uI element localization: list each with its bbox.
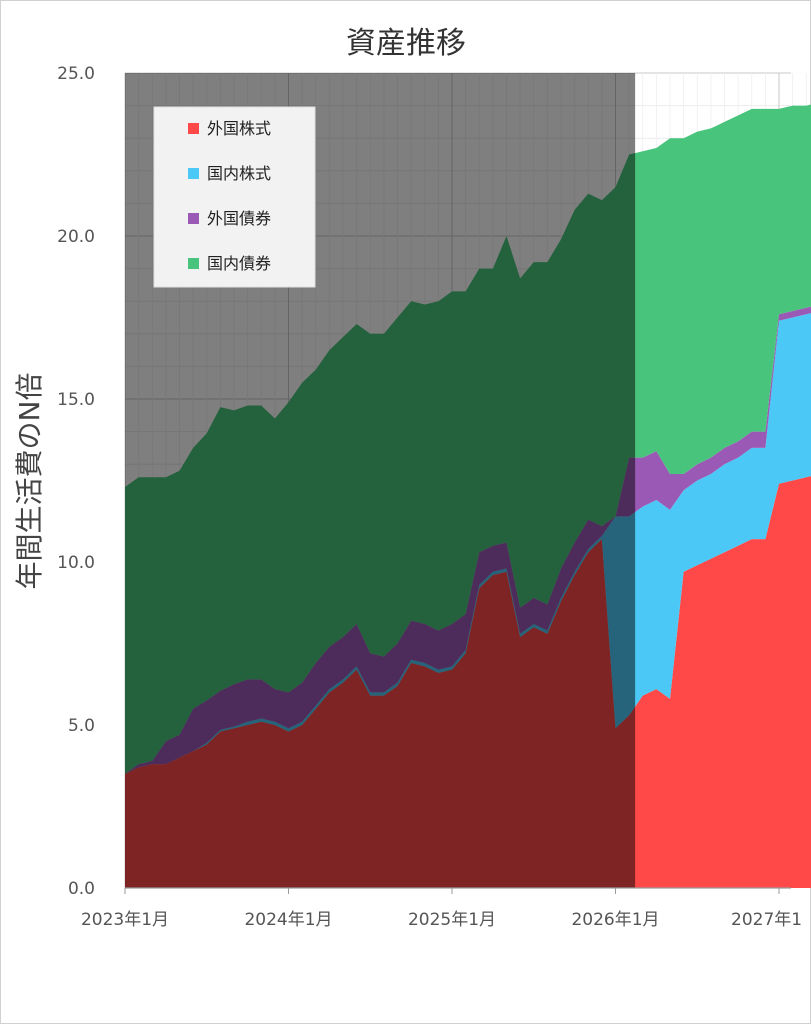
legend-label: 国内債券 [207, 254, 271, 273]
x-tick-labels: 2023年1月 2024年1月 2025年1月 2026年1月 2027年1 [81, 910, 802, 930]
y-tick-label: 25.0 [57, 64, 95, 84]
x-tick-label: 2026年1月 [571, 910, 659, 930]
x-tick-label: 2023年1月 [81, 910, 169, 930]
y-axis-label: 年間生活費のN倍 [13, 373, 46, 590]
x-tick-label: 2024年1月 [244, 910, 332, 930]
legend-swatch [188, 213, 199, 224]
y-tick-label: 15.0 [57, 390, 95, 410]
y-tick-labels: 0.0 5.0 10.0 15.0 20.0 25.0 [57, 64, 95, 899]
legend-label: 外国債券 [207, 209, 271, 228]
legend-label: 国内株式 [207, 164, 271, 183]
y-tick-label: 10.0 [57, 553, 95, 573]
legend-label: 外国株式 [207, 119, 271, 138]
legend-swatch [188, 123, 199, 134]
legend-swatch [188, 168, 199, 179]
series-area-2 [125, 313, 811, 774]
x-tick-label: 2025年1月 [408, 910, 496, 930]
axes [124, 887, 791, 894]
x-tick-label: 2027年1 [731, 910, 802, 930]
y-tick-label: 0.0 [68, 879, 95, 899]
y-tick-label: 5.0 [68, 716, 95, 736]
legend-box [153, 106, 316, 288]
legend-swatch [188, 258, 199, 269]
y-tick-label: 20.0 [57, 227, 95, 247]
chart-title: 資産推移 [346, 26, 466, 61]
